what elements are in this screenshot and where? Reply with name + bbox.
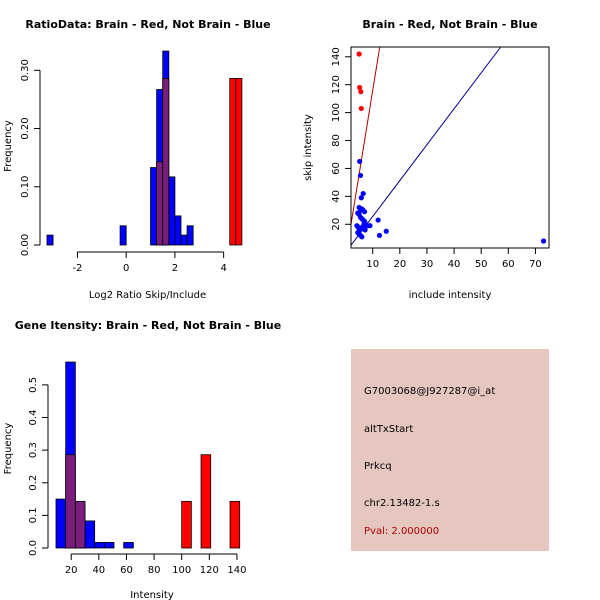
ratio-histogram-y-label: Frequency (3, 120, 14, 172)
intensity-scatter-blue-point-23 (362, 227, 368, 233)
gene-info-box: G7003068@J927287@i_at altTxStart Prkcq c… (351, 349, 549, 551)
ratio-histogram-blue-bar-5 (168, 176, 176, 246)
intensity-scatter-blue-point-0 (357, 158, 363, 165)
intensity-scatter-red-point-1 (357, 84, 363, 91)
intensity-scatter-y-tick-label-6: 140 (331, 47, 342, 66)
ratio-histogram-blue-bar-1 (119, 225, 127, 246)
intensity-scatter-red-point-3 (358, 105, 364, 112)
gene-intensity-histogram-x-tick-label-6: 140 (227, 565, 246, 576)
gene-intensity-histogram-x-tick-label-1: 40 (92, 565, 105, 576)
ratio-histogram-title: RatioData: Brain - Red, Not Brain - Blue (25, 18, 270, 31)
ratio-histogram-x-tick-label-3: 4 (220, 263, 226, 274)
intensity-scatter-x-tick-label-6: 70 (529, 259, 542, 270)
ratio-histogram-x-tick-label-0: -2 (72, 263, 82, 274)
ratio-histogram-blue-bar-0 (46, 234, 54, 246)
gene-intensity-histogram-y-tick-label-2: 0.2 (28, 475, 39, 491)
gene-intensity-histogram-x-tick-label-2: 60 (120, 565, 133, 576)
intensity-scatter-x-tick-label-4: 50 (475, 259, 488, 270)
gene-intensity-histogram-red-bar-4 (229, 500, 241, 549)
gene-intensity-histogram-y-tick-label-3: 0.3 (28, 442, 39, 458)
gene-intensity-histogram-x-tick-label-4: 100 (172, 565, 191, 576)
ratio-histogram-x-tick-label-2: 2 (172, 263, 178, 274)
ratio-histogram-blue-bar-8 (186, 225, 194, 246)
gene-intensity-histogram-x-label: Intensity (130, 590, 174, 600)
gene-intensity-histogram-red-bar-0 (65, 454, 76, 549)
intensity-scatter-title: Brain - Red, Not Brain - Blue (362, 18, 537, 31)
intensity-scatter-blue-point-1 (357, 172, 364, 179)
gene-intensity-histogram-title: Gene Itensity: Brain - Red, Not Brain - … (15, 319, 281, 332)
intensity-scatter-blue-point-25 (367, 223, 373, 229)
gene-intensity-histogram-x-tick-label-0: 20 (65, 565, 78, 576)
locus-label: chr2.13482-1.s (364, 498, 440, 509)
intensity-scatter-x-tick-label-5: 60 (502, 259, 515, 270)
intensity-scatter-blue-point-8 (361, 209, 368, 215)
gene-intensity-histogram-blue-bar-4 (94, 542, 105, 549)
intensity-scatter-y-tick-label-3: 80 (331, 134, 342, 147)
ratio-histogram-y-tick-label-2: 0.20 (20, 117, 31, 139)
intensity-scatter-blue-point-31 (376, 232, 383, 239)
gene-intensity-histogram-red-bar-3 (200, 454, 212, 549)
gene-intensity-histogram-blue-bar-0 (55, 498, 67, 549)
intensity-scatter-red-point-2 (358, 89, 364, 95)
ratio-histogram-red-bar-0 (156, 161, 164, 246)
intensity-scatter-y-tick-label-0: 20 (331, 218, 342, 231)
gene-intensity-histogram-red-bar-2 (181, 500, 192, 549)
gene-intensity-histogram-x-tick-label-3: 80 (148, 565, 161, 576)
intensity-scatter-frame (350, 46, 550, 249)
intensity-scatter-x-tick-label-0: 10 (366, 259, 379, 270)
intensity-scatter-x-tick-label-3: 40 (448, 259, 461, 270)
intensity-scatter-blue-point-3 (360, 190, 366, 197)
intensity-scatter-y-tick-label-4: 100 (331, 103, 342, 122)
gene-intensity-histogram-blue-bar-6 (123, 542, 134, 549)
gene-name-label: Prkcq (364, 461, 392, 472)
intensity-scatter-red-point-0 (356, 51, 362, 57)
gene-intensity-histogram-blue-bar-5 (103, 542, 115, 549)
ratio-histogram-y-tick-label-3: 0.30 (20, 59, 31, 81)
ratio-histogram-y-tick-label-0: 0.00 (20, 234, 31, 256)
ratio-histogram-red-bar-2 (229, 78, 237, 246)
gene-intensity-histogram-y-tick-label-5: 0.5 (28, 377, 39, 393)
intensity-scatter-blue-point-32 (383, 228, 389, 234)
gene-intensity-histogram-red-bar-1 (74, 500, 86, 549)
ratio-histogram-y-tick-label-1: 0.10 (20, 176, 31, 198)
gene-intensity-histogram-x-tick-label-5: 120 (200, 565, 219, 576)
gene-intensity-histogram-y-label: Frequency (3, 423, 14, 475)
probe-id-label: G7003068@J927287@i_at (364, 386, 496, 397)
intensity-scatter-blue-point-2 (358, 195, 364, 201)
gene-intensity-histogram-y-tick-label-4: 0.4 (28, 410, 39, 426)
ratio-histogram-x-tick-label-1: 0 (123, 263, 129, 274)
intensity-scatter-blue-point-30 (375, 217, 381, 223)
intensity-scatter-x-label: include intensity (409, 290, 492, 301)
event-type-label: altTxStart (364, 424, 414, 435)
ratio-histogram-x-label: Log2 Ratio Skip/Include (89, 290, 206, 301)
intensity-scatter-blue-point-33 (540, 238, 547, 244)
ratio-histogram-blue-bar-7 (180, 234, 188, 246)
intensity-scatter-x-tick-label-1: 20 (393, 259, 406, 270)
gene-intensity-histogram-y-tick-label-1: 0.1 (28, 507, 39, 523)
intensity-scatter-y-tick-label-5: 120 (331, 75, 342, 94)
ratio-histogram-blue-bar-2 (150, 167, 158, 246)
intensity-scatter-y-label: skip intensity (303, 114, 314, 181)
ratio-histogram-red-bar-1 (162, 78, 170, 246)
intensity-scatter-y-tick-label-1: 40 (331, 190, 342, 203)
ratio-histogram-red-bar-3 (235, 78, 243, 246)
intensity-scatter-fit-line-1 (351, 47, 502, 246)
intensity-scatter-y-tick-label-2: 60 (331, 162, 342, 175)
intensity-scatter-blue-point-29 (359, 234, 365, 240)
ratio-histogram-blue-bar-6 (174, 215, 182, 246)
gene-intensity-histogram-blue-bar-3 (84, 520, 96, 549)
intensity-scatter-fit-line-0 (351, 47, 381, 225)
intensity-scatter-x-tick-label-2: 30 (421, 259, 434, 270)
gene-intensity-histogram-y-tick-label-0: 0.0 (28, 540, 39, 556)
pval-label: Pval: 2.000000 (364, 526, 440, 537)
